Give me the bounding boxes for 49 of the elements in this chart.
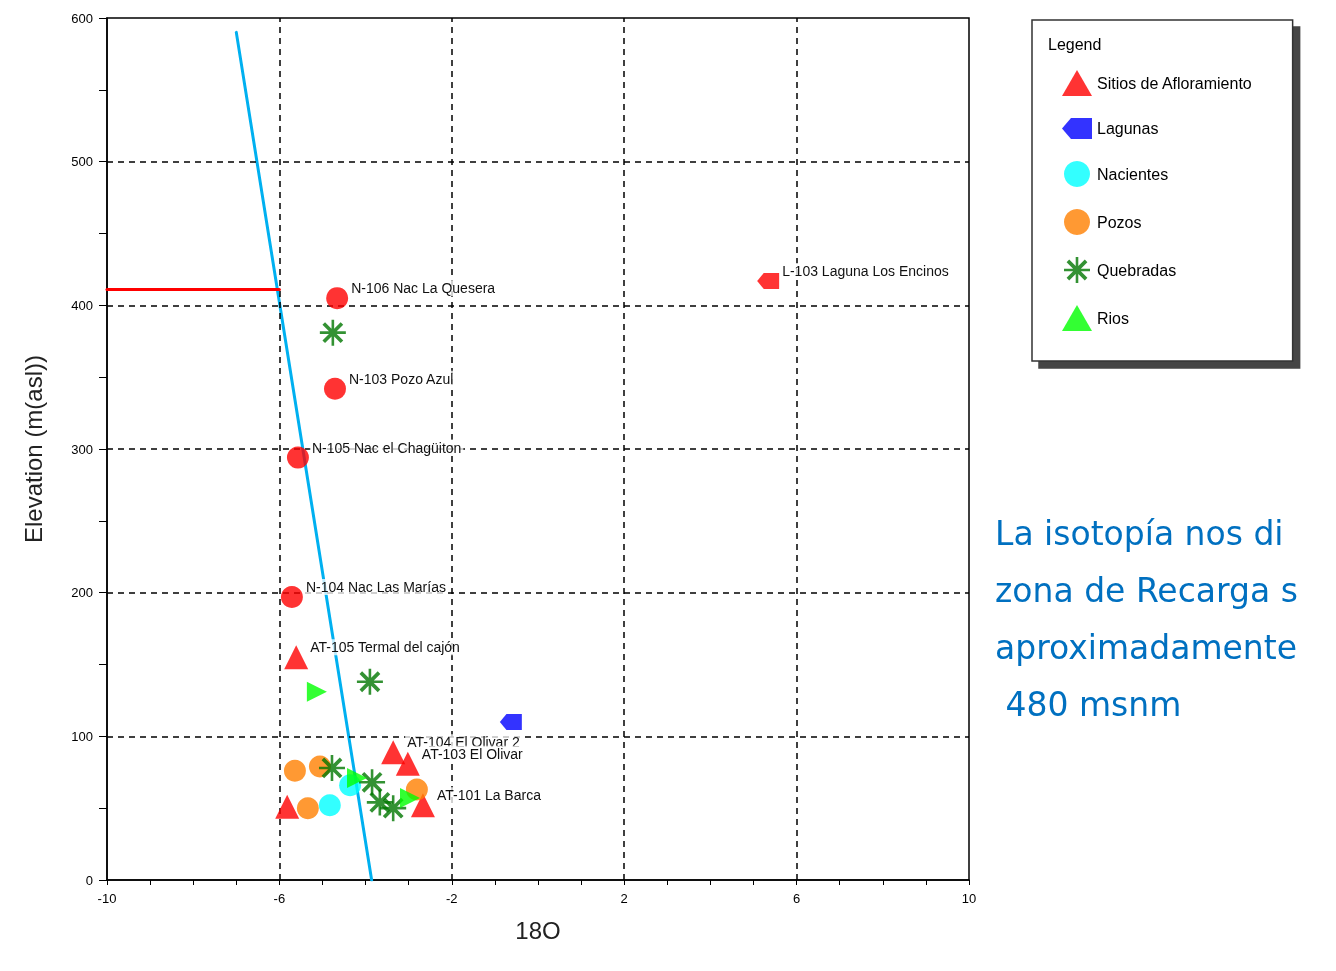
y-tick-label: 300 bbox=[71, 441, 93, 457]
legend-title: Legend bbox=[1048, 35, 1102, 53]
point bbox=[275, 794, 300, 819]
y-tick-label: 400 bbox=[71, 297, 93, 313]
point bbox=[326, 287, 349, 310]
y-tick-label: 100 bbox=[71, 728, 93, 744]
legend-label: Pozos bbox=[1097, 213, 1142, 231]
point bbox=[284, 645, 309, 670]
point bbox=[280, 585, 303, 608]
x-tick-label: -10 bbox=[97, 891, 117, 906]
point bbox=[395, 751, 420, 776]
annotation: AT-101 La Barca bbox=[436, 787, 542, 804]
point bbox=[318, 794, 341, 817]
annotation: L-103 Laguna Los Encinos bbox=[782, 262, 949, 279]
point bbox=[319, 319, 346, 346]
legend-label: Nacientes bbox=[1097, 165, 1169, 183]
point bbox=[399, 788, 420, 809]
y-axis-title: Elevation (m(asl)) bbox=[19, 354, 47, 544]
x-tick-label: 10 bbox=[961, 891, 977, 906]
point bbox=[283, 759, 306, 782]
annotation: N-105 Nac el Chagüiton bbox=[311, 439, 462, 456]
annotation: N-103 Pozo Azul bbox=[349, 370, 454, 387]
text: La isotopía nos di zona de Recarga s aproximadamente 480 msnm bbox=[995, 514, 1298, 724]
point bbox=[499, 713, 522, 730]
point bbox=[324, 377, 346, 400]
y-tick-label: 600 bbox=[71, 10, 93, 26]
y-tick-label: 0 bbox=[85, 872, 93, 888]
point bbox=[296, 797, 319, 820]
x-tick-label: -2 bbox=[446, 891, 458, 906]
point bbox=[356, 668, 383, 695]
x-tick-label: 2 bbox=[620, 891, 628, 906]
annotation: AT-105 Termal del cajón bbox=[310, 639, 460, 656]
point bbox=[286, 446, 309, 469]
point bbox=[359, 769, 386, 796]
legend-label: Sitios de Afloramiento bbox=[1097, 74, 1252, 92]
legend-label: Rios bbox=[1097, 309, 1130, 327]
x-tick-label: 6 bbox=[792, 891, 801, 906]
annotation: N-104 Nac Las Marías bbox=[305, 578, 446, 595]
annotation: N-106 Nac La Quesera bbox=[351, 280, 496, 297]
legend-label: Lagunas bbox=[1097, 120, 1159, 137]
x-axis-title: 18O bbox=[515, 916, 561, 944]
point bbox=[381, 740, 406, 765]
y-tick-label: 500 bbox=[71, 154, 93, 170]
point bbox=[306, 681, 327, 702]
point bbox=[346, 768, 367, 788]
x-tick-label: -6 bbox=[273, 891, 286, 906]
y-tick-label: 200 bbox=[71, 585, 93, 601]
point bbox=[318, 754, 345, 781]
legend-label: Quebradas bbox=[1097, 261, 1177, 279]
